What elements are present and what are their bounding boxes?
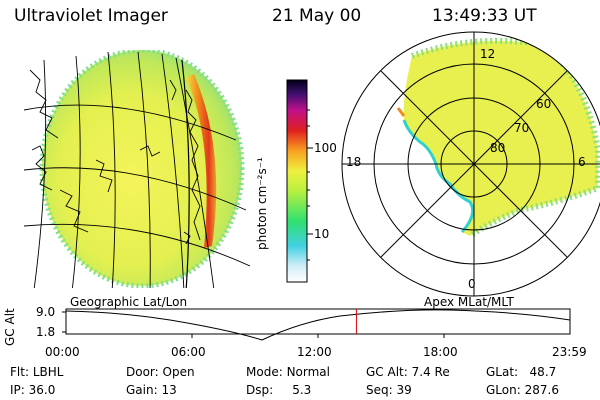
date-label: 21 May 00 bbox=[272, 6, 362, 26]
colorbar-tick-100: 100 bbox=[314, 141, 337, 155]
status-ip: IP: 36.0 bbox=[10, 383, 56, 397]
polar-lat-60: 60 bbox=[536, 97, 552, 111]
status-dsp: Dsp: 5.3 bbox=[246, 383, 312, 397]
timeline-x-tick-1800: 18:00 bbox=[423, 345, 458, 359]
status-flt: Flt: LBHL bbox=[10, 365, 64, 379]
altitude-curve bbox=[65, 309, 571, 341]
timeline-x-tick-1200: 12:00 bbox=[297, 345, 332, 359]
polar-lat-70: 70 bbox=[514, 121, 530, 135]
timeline-x-tick-0600: 06:00 bbox=[171, 345, 206, 359]
polar-auroral-image bbox=[403, 40, 598, 236]
status-gc-alt: GC Alt: 7.4 Re bbox=[366, 365, 450, 379]
colorbar-tick-10: 10 bbox=[314, 227, 330, 241]
status-seq: Seq: 39 bbox=[366, 383, 412, 397]
polar-lat-80: 80 bbox=[490, 141, 506, 155]
timeline-left-title: Geographic Lat/Lon bbox=[70, 295, 188, 309]
polar-mlt-6: 6 bbox=[578, 155, 586, 169]
time-label: 13:49:33 UT bbox=[432, 6, 537, 26]
coastlines bbox=[29, 69, 201, 245]
instrument-title: Ultraviolet Imager bbox=[14, 6, 168, 26]
polar-mlt-18: 18 bbox=[346, 155, 362, 169]
earth-disk-image bbox=[42, 50, 242, 286]
status-gain: Gain: 13 bbox=[126, 383, 177, 397]
status-glat: GLat: 48.7 bbox=[486, 365, 557, 379]
lat-lon-grid bbox=[23, 51, 250, 288]
timeline-y-tick-max: 9.0 bbox=[36, 305, 56, 319]
polar-mlt-12: 12 bbox=[480, 47, 496, 61]
status-door: Door: Open bbox=[126, 365, 195, 379]
auroral-limb-arc bbox=[186, 74, 217, 248]
timeline-x-tick-0000: 00:00 bbox=[45, 345, 80, 359]
timeline-y-tick-min: 1.8 bbox=[36, 325, 56, 339]
colorbar-gradient bbox=[286, 79, 308, 283]
timeline-x-tick-2359: 23:59 bbox=[552, 345, 587, 359]
status-mode: Mode: Normal bbox=[246, 365, 330, 379]
status-glon: GLon: 287.6 bbox=[486, 383, 559, 397]
polar-mlt-0: 0 bbox=[468, 277, 476, 291]
timeline-frame bbox=[65, 308, 571, 335]
timeline-right-title: Apex MLat/MLT bbox=[424, 295, 514, 309]
